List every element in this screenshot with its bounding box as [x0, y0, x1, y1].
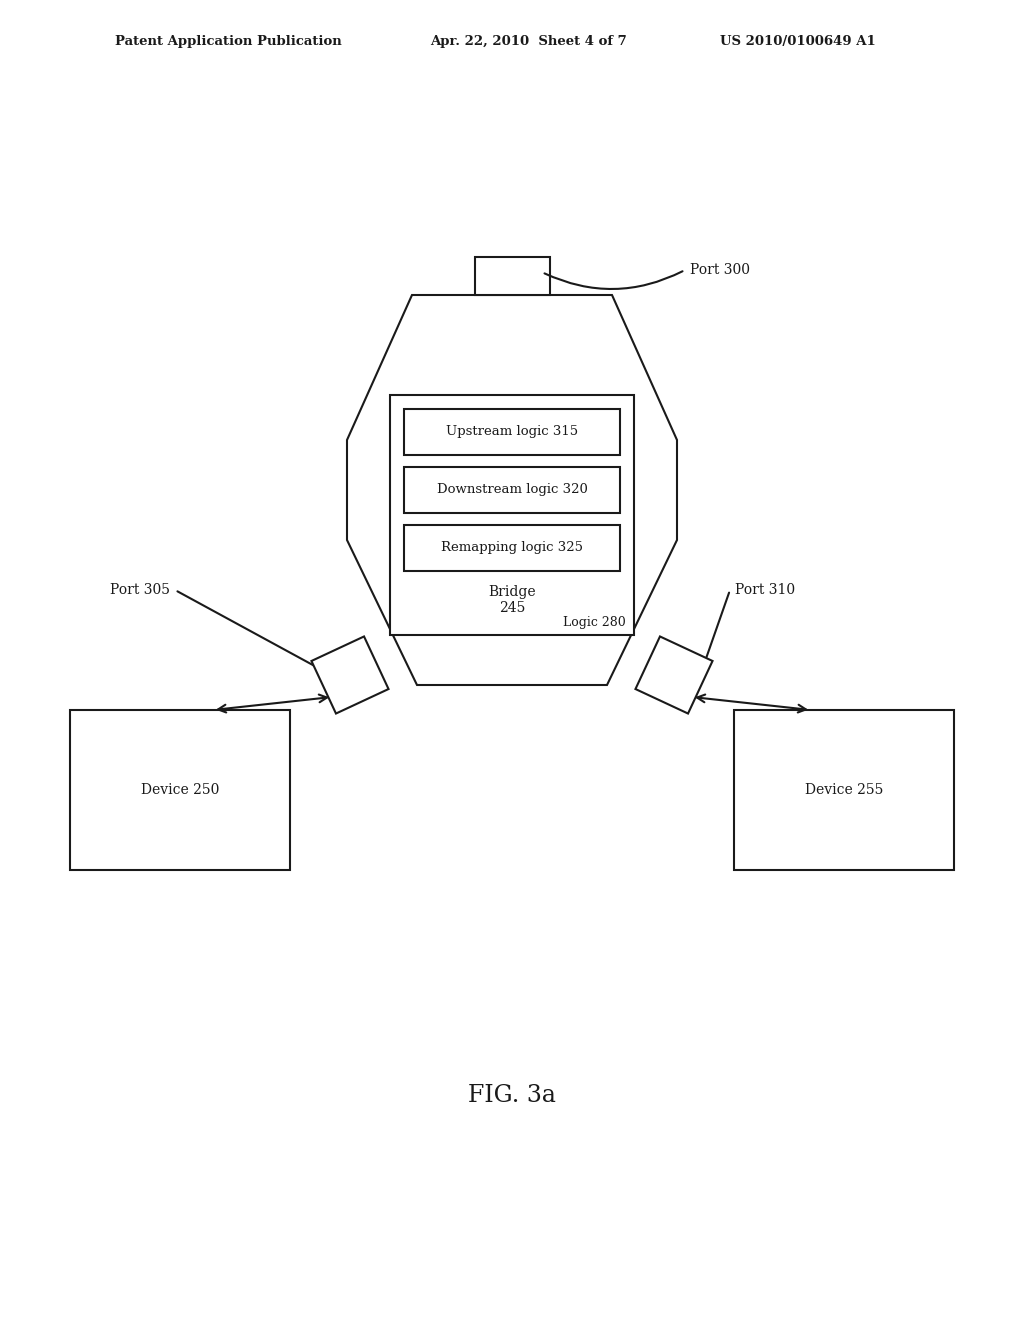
- Text: Port 300: Port 300: [690, 263, 750, 277]
- Bar: [734, 710, 954, 870]
- Text: Downstream logic 320: Downstream logic 320: [436, 483, 588, 496]
- Text: Bridge
245: Bridge 245: [488, 585, 536, 615]
- Bar: [390, 395, 634, 635]
- Bar: [404, 525, 620, 572]
- Text: Logic 280: Logic 280: [563, 616, 626, 630]
- Bar: [404, 409, 620, 455]
- Text: Upstream logic 315: Upstream logic 315: [445, 425, 579, 438]
- Polygon shape: [636, 636, 713, 714]
- Text: Device 255: Device 255: [805, 783, 883, 797]
- Text: US 2010/0100649 A1: US 2010/0100649 A1: [720, 36, 876, 49]
- Text: FIG. 3a: FIG. 3a: [468, 1084, 556, 1106]
- Polygon shape: [311, 636, 388, 714]
- Bar: [404, 467, 620, 513]
- Bar: [474, 257, 550, 294]
- Text: Port 305: Port 305: [110, 583, 170, 597]
- Bar: [70, 710, 290, 870]
- Text: Remapping logic 325: Remapping logic 325: [441, 541, 583, 554]
- Text: Patent Application Publication: Patent Application Publication: [115, 36, 342, 49]
- Text: Device 250: Device 250: [141, 783, 219, 797]
- Text: Apr. 22, 2010  Sheet 4 of 7: Apr. 22, 2010 Sheet 4 of 7: [430, 36, 627, 49]
- Text: Port 310: Port 310: [735, 583, 795, 597]
